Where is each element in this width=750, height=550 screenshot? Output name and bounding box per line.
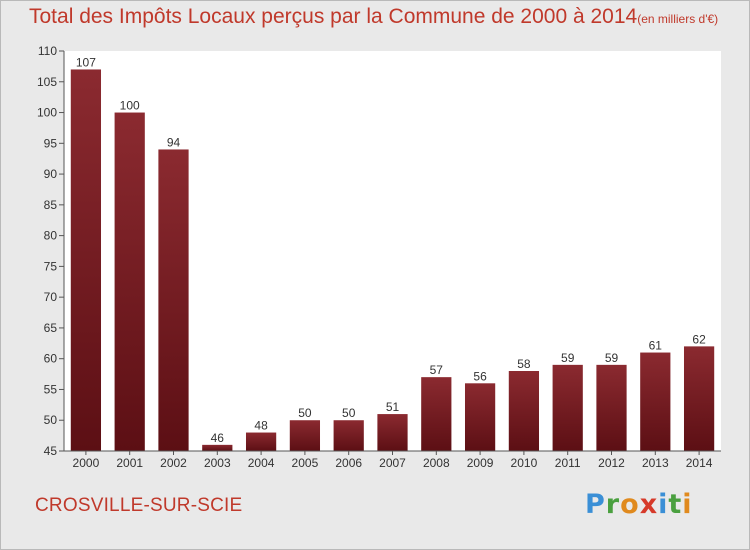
bar-2007 (377, 414, 408, 451)
bars-group (70, 69, 715, 451)
bar-2010 (508, 371, 540, 451)
y-tick-label-80: 80 (44, 229, 58, 243)
bar-2002 (158, 149, 189, 451)
value-label-2007: 51 (386, 400, 400, 414)
bar-2009 (464, 383, 496, 451)
value-labels-group: 107 100 94 46 48 50 50 51 57 56 58 59 59 61 62 (76, 55, 706, 444)
bar-2011 (552, 364, 583, 451)
x-tick-label-2004: 2004 (248, 456, 275, 470)
logo-letter: i (682, 489, 693, 520)
y-tick-label-100: 100 (37, 106, 57, 120)
y-axis: 45 50 55 60 65 70 75 80 85 90 95 100 105 110 (37, 44, 65, 458)
y-tick-label-75: 75 (44, 259, 58, 273)
value-label-2010: 58 (517, 357, 531, 371)
value-label-2003: 46 (211, 431, 225, 445)
y-tick-label-50: 50 (44, 413, 58, 427)
x-tick-label-2012: 2012 (598, 456, 625, 470)
value-label-2002: 94 (167, 135, 181, 149)
y-tick-label-95: 95 (44, 136, 58, 150)
value-label-2009: 56 (473, 369, 487, 383)
bar-2001 (114, 112, 145, 451)
bar-2005 (289, 420, 321, 451)
x-tick-label-2011: 2011 (555, 456, 581, 470)
y-tick-label-55: 55 (44, 382, 58, 396)
y-tick-label-65: 65 (44, 321, 58, 335)
value-label-2012: 59 (605, 351, 619, 365)
x-tick-label-2003: 2003 (204, 456, 231, 470)
bar-2000 (70, 69, 102, 451)
logo-letter: x (639, 489, 659, 520)
x-tick-label-2007: 2007 (379, 456, 406, 470)
value-label-2006: 50 (342, 406, 356, 420)
bar-2013 (640, 352, 671, 451)
x-tick-label-2009: 2009 (467, 456, 494, 470)
x-tick-label-2001: 2001 (116, 456, 143, 470)
y-tick-label-45: 45 (44, 444, 58, 458)
x-axis: 2000 2001 2002 2003 2004 2005 2006 2007 2008 2009… (64, 450, 721, 470)
value-label-2014: 62 (692, 332, 706, 346)
chart-unit: (en milliers d'€) (637, 12, 719, 26)
logo-letter: P (585, 489, 606, 520)
x-tick-label-2002: 2002 (160, 456, 187, 470)
x-tick-label-2010: 2010 (511, 456, 538, 470)
x-tick-label-2013: 2013 (642, 456, 669, 470)
value-label-2011: 59 (561, 351, 575, 365)
value-label-2005: 50 (298, 406, 312, 420)
value-label-2000: 107 (76, 55, 96, 69)
x-tick-label-2000: 2000 (73, 456, 100, 470)
y-tick-label-110: 110 (38, 44, 57, 58)
value-label-2008: 57 (430, 363, 444, 377)
y-tick-label-70: 70 (44, 290, 58, 304)
x-tick-label-2006: 2006 (335, 456, 362, 470)
y-tick-label-60: 60 (44, 352, 58, 366)
chart-plot: 107 100 94 46 48 50 50 51 57 56 58 59 59 61 62 (64, 51, 721, 451)
logo-letter: o (620, 489, 640, 520)
chart-title: Total des Impôts Locaux perçus par la Co… (29, 5, 718, 29)
bar-2004 (245, 432, 277, 451)
x-tick-label-2005: 2005 (292, 456, 319, 470)
proxiti-logo[interactable]: Proxiti (585, 489, 693, 520)
bar-2012 (596, 364, 627, 451)
logo-letter: i (658, 489, 669, 520)
value-label-2001: 100 (120, 99, 140, 113)
y-tick-label-90: 90 (44, 167, 58, 181)
bar-2008 (421, 377, 452, 451)
x-tick-label-2008: 2008 (423, 456, 450, 470)
commune-name: CROSVILLE-SUR-SCIE (35, 495, 243, 516)
value-label-2013: 61 (649, 339, 663, 353)
chart-title-text: Total des Impôts Locaux perçus par la Co… (29, 5, 638, 28)
y-tick-label-105: 105 (37, 75, 57, 89)
bar-2014 (683, 346, 715, 451)
logo-letter: t (668, 489, 683, 520)
x-tick-label-2014: 2014 (686, 456, 713, 470)
value-label-2004: 48 (254, 419, 268, 433)
bar-2006 (333, 420, 364, 451)
logo-letter: r (605, 489, 621, 520)
bar-2003 (202, 444, 233, 451)
y-tick-label-85: 85 (44, 198, 58, 212)
